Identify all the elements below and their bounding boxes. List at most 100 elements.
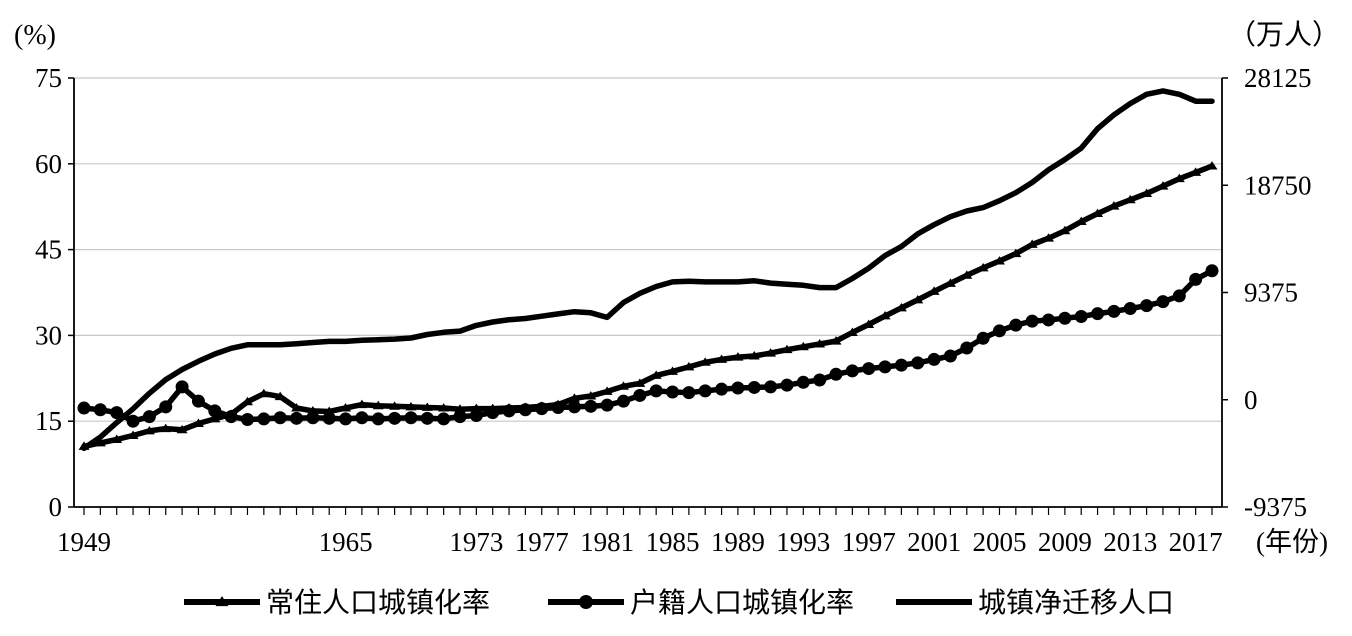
legend-marker	[579, 595, 593, 609]
data-point	[1025, 314, 1039, 328]
data-point	[176, 424, 188, 434]
data-point	[1009, 318, 1023, 332]
data-point	[340, 403, 352, 412]
data-point	[960, 341, 974, 355]
legend-item: 城镇净迁移人口	[896, 587, 1174, 619]
data-point	[927, 352, 941, 366]
right-tick-label: 18750	[1244, 170, 1312, 200]
data-point	[601, 386, 613, 395]
data-point	[551, 400, 565, 414]
data-point	[438, 403, 450, 412]
legend-marker	[215, 596, 229, 607]
data-point	[649, 384, 663, 398]
left-axis-unit: (%)	[14, 20, 56, 51]
data-point	[420, 411, 434, 425]
data-point	[568, 393, 580, 402]
right-tick-label: 9375	[1244, 278, 1298, 308]
data-point	[77, 401, 91, 415]
data-point	[993, 256, 1005, 265]
data-point	[191, 394, 205, 408]
right-tick-label: 28125	[1244, 63, 1312, 93]
x-tick-label: 2013	[1103, 527, 1157, 557]
data-point	[879, 311, 891, 320]
data-point	[1092, 208, 1104, 218]
data-point	[943, 349, 957, 363]
data-point	[142, 410, 156, 424]
data-point	[1075, 216, 1087, 226]
data-point	[372, 400, 384, 410]
data-point	[339, 412, 353, 426]
left-tick-label: 60	[35, 149, 62, 179]
data-point	[1059, 225, 1071, 235]
data-point	[585, 391, 597, 400]
data-point	[258, 388, 270, 398]
data-point	[961, 270, 973, 279]
series-line	[81, 163, 1215, 450]
data-point	[634, 378, 646, 387]
x-tick-label: 1981	[580, 527, 634, 557]
data-point	[878, 360, 892, 374]
data-point	[240, 412, 254, 426]
legend-item: 常住人口城镇化率	[184, 587, 490, 619]
legend-label: 常住人口城镇化率	[266, 587, 490, 619]
data-point	[273, 411, 287, 425]
data-point	[291, 403, 303, 412]
x-tick-label: 1949	[57, 527, 111, 557]
data-point	[388, 411, 402, 425]
data-point	[437, 412, 451, 426]
data-point	[1141, 188, 1153, 198]
data-point	[895, 302, 907, 312]
x-tick-label: 2001	[907, 527, 961, 557]
series-1	[77, 264, 1219, 428]
data-point	[1042, 313, 1056, 327]
data-point	[1043, 233, 1055, 242]
x-tick-label: 1993	[776, 527, 830, 557]
data-point	[175, 380, 189, 394]
x-tick-label: 1977	[515, 527, 569, 557]
data-point	[111, 434, 123, 443]
data-point	[894, 358, 908, 372]
data-point	[928, 286, 940, 295]
data-point	[862, 362, 876, 376]
series-0	[78, 161, 1218, 450]
data-point	[633, 388, 647, 402]
data-point	[192, 418, 204, 427]
legend-label: 户籍人口城镇化率	[630, 587, 854, 619]
data-point	[1189, 272, 1203, 286]
data-point	[829, 367, 843, 381]
data-point	[1026, 239, 1038, 248]
data-point	[992, 324, 1006, 338]
data-point	[143, 425, 155, 435]
data-point	[1010, 248, 1022, 258]
data-point	[1074, 310, 1088, 324]
data-point	[126, 414, 140, 428]
x-tick-label: 1985	[646, 527, 700, 557]
data-point	[765, 348, 777, 357]
data-point	[306, 411, 320, 425]
data-point	[830, 336, 842, 345]
data-point	[716, 354, 728, 363]
data-point	[780, 378, 794, 392]
data-point	[322, 411, 336, 425]
data-point	[698, 384, 712, 398]
series-layer	[77, 88, 1219, 452]
data-point	[1157, 181, 1169, 190]
data-point	[110, 406, 124, 420]
data-point	[208, 404, 222, 418]
series-2	[81, 88, 1215, 452]
axis-labels: 75 60 45 30 15 0 28125 18750 9375 0 -9375 1949 1965 1…	[14, 19, 1340, 557]
data-point	[944, 278, 956, 287]
data-point	[748, 351, 760, 360]
data-point	[1173, 173, 1185, 183]
x-tick-label: 1989	[711, 527, 765, 557]
data-point	[290, 411, 304, 425]
data-point	[976, 331, 990, 345]
data-point	[616, 394, 630, 408]
data-point	[355, 411, 369, 425]
data-point	[682, 386, 696, 400]
data-point	[1058, 311, 1072, 325]
left-tick-label: 45	[35, 235, 62, 265]
legend: 常住人口城镇化率 户籍人口城镇化率 城镇净迁移人口	[184, 587, 1174, 619]
x-axis-unit: (年份)	[1256, 527, 1328, 557]
data-point	[405, 401, 417, 411]
